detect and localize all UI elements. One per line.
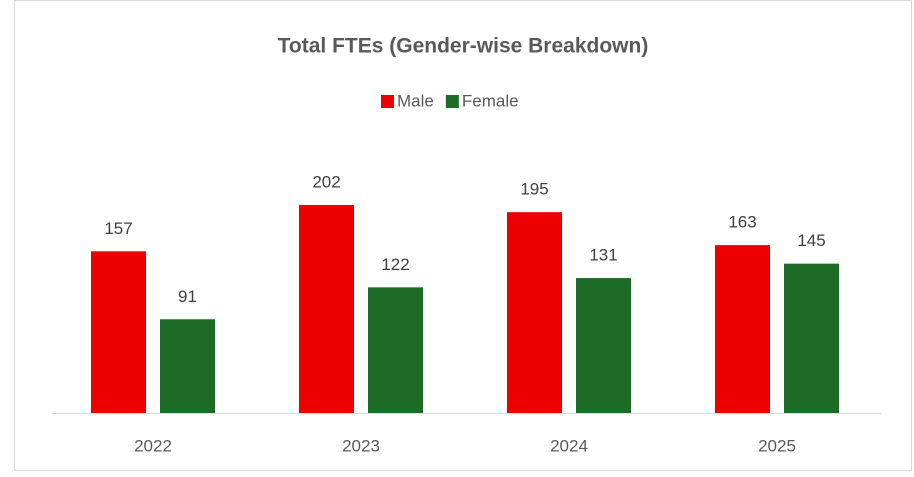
data-label: 131	[589, 246, 617, 265]
legend-label: Female	[462, 91, 519, 110]
x-tick-label: 2022	[134, 436, 172, 455]
x-tick-label: 2025	[758, 436, 796, 455]
data-label: 122	[381, 255, 409, 274]
bar	[715, 245, 770, 413]
legend-swatch	[445, 95, 459, 108]
bar	[160, 319, 215, 413]
bar	[299, 204, 354, 413]
bar	[368, 287, 423, 413]
data-label: 202	[312, 172, 340, 191]
x-tick-label: 2024	[550, 436, 588, 455]
x-tick-label: 2023	[342, 436, 380, 455]
data-label: 145	[797, 231, 825, 250]
data-label: 157	[104, 219, 132, 238]
bar	[91, 251, 146, 413]
chart-frame	[14, 0, 912, 471]
bar	[507, 212, 562, 413]
data-label: 163	[728, 213, 756, 232]
chart-title: Total FTEs (Gender-wise Breakdown)	[278, 35, 649, 58]
bar	[576, 278, 631, 413]
data-label: 195	[520, 180, 548, 199]
bar	[784, 263, 839, 413]
legend-swatch	[381, 95, 394, 108]
data-label: 91	[178, 287, 197, 306]
legend-label: Male	[397, 91, 434, 110]
